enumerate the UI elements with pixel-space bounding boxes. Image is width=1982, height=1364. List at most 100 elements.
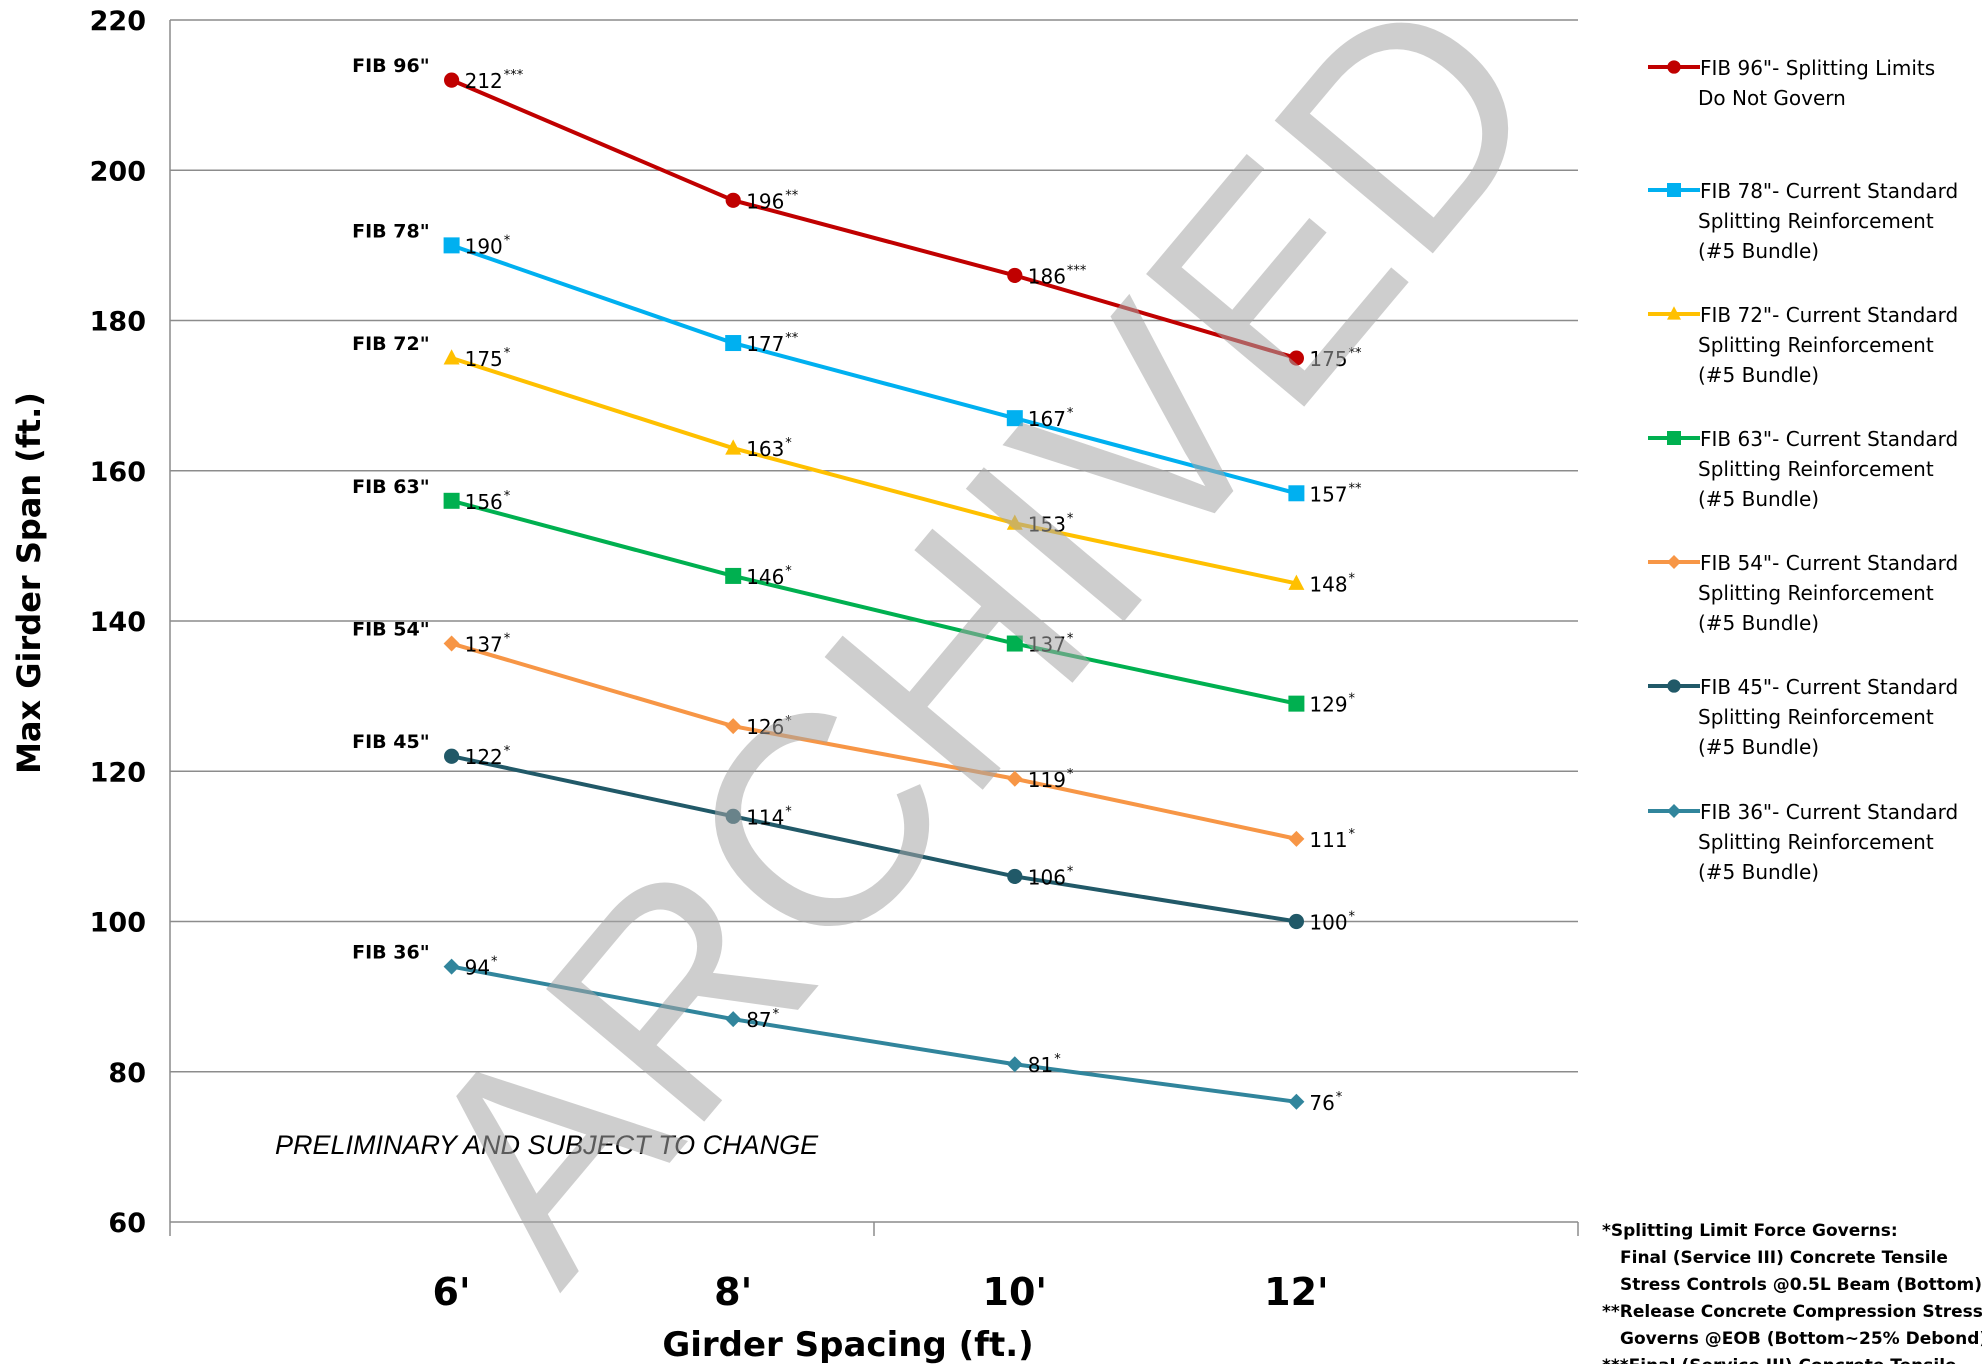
series-start-label: FIB 72"	[352, 333, 429, 355]
legend-item: FIB 63"- Current Standard Splitting Reinf…	[1648, 427, 1958, 511]
series-start-label: FIB 78"	[352, 220, 429, 242]
data-point	[725, 567, 742, 584]
data-label: 114	[746, 805, 784, 829]
data-label: 186	[1028, 264, 1066, 288]
series-line	[451, 754, 1297, 924]
data-label-note: *	[1336, 1090, 1343, 1105]
data-point	[1007, 868, 1023, 885]
legend-label: FIB 96"- Splitting Limits	[1700, 56, 1935, 80]
data-label-note: *	[785, 714, 792, 729]
legend-label: Splitting Reinforcement	[1698, 705, 1934, 729]
data-label-note: *	[504, 632, 511, 647]
data-label-note: *	[773, 1007, 780, 1022]
data-label-note: *	[504, 744, 511, 759]
footnote-line: **Release Concrete Compression Stress	[1602, 1302, 1982, 1322]
y-tick-label: 140	[90, 607, 146, 638]
series-start-label: FIB 36"	[352, 942, 429, 964]
data-label-note: ***	[1067, 263, 1087, 278]
legend-swatch-marker	[1667, 306, 1681, 320]
data-point	[1006, 514, 1023, 530]
data-label-note: ***	[504, 68, 524, 83]
data-point	[1288, 830, 1305, 847]
legend-label: Splitting Reinforcement	[1698, 830, 1934, 854]
data-label: 87	[746, 1008, 771, 1032]
data-label-note: **	[785, 188, 799, 203]
data-label-note: *	[1067, 406, 1074, 421]
data-label: 81	[1028, 1053, 1053, 1077]
legend-swatch-marker	[1667, 183, 1681, 197]
data-label-note: *	[785, 804, 792, 819]
y-tick-label: 200	[90, 156, 146, 187]
x-tick-label: 10'	[983, 1270, 1048, 1314]
data-label-note: *	[504, 346, 511, 361]
footnote-line: *Splitting Limit Force Governs:	[1602, 1221, 1898, 1241]
data-label: 163	[746, 437, 784, 461]
legend-label: Splitting Reinforcement	[1698, 209, 1934, 233]
x-tick-label: 8'	[714, 1270, 752, 1314]
footnote-line: Final (Service III) Concrete Tensile	[1620, 1248, 1948, 1268]
data-label: 175	[465, 347, 503, 371]
data-point	[1006, 770, 1023, 787]
data-label-note: **	[1349, 346, 1363, 361]
y-tick-label: 160	[90, 457, 146, 488]
legend-swatch-marker	[1667, 804, 1681, 818]
series-start-label: FIB 45"	[352, 731, 429, 753]
data-label-note: *	[1054, 1052, 1061, 1067]
data-point	[443, 237, 460, 254]
data-label: 119	[1028, 768, 1066, 792]
series-line	[451, 641, 1297, 841]
data-label: 146	[746, 565, 784, 589]
data-label-note: **	[1349, 481, 1363, 496]
data-point	[1288, 913, 1304, 930]
legend-item: FIB 96"- Splitting Limits Do Not Govern	[1648, 56, 1935, 110]
data-label-note: *	[1067, 864, 1074, 879]
data-point	[1006, 410, 1023, 427]
data-point	[725, 335, 742, 352]
data-point	[443, 635, 460, 652]
data-label: 76	[1309, 1091, 1334, 1115]
data-label-note: *	[1349, 827, 1356, 842]
data-label-note: *	[491, 955, 498, 970]
legend-label: (#5 Bundle)	[1698, 363, 1819, 387]
axes: 60 80 100 120 140 160 180 200 220 6' 8' 10' 12'	[90, 6, 1579, 1314]
data-labels: 212 ***196 **186 ***175 **FIB 96"190 *177 **16…	[352, 55, 1362, 1115]
data-point	[1288, 695, 1305, 712]
data-label: 122	[465, 745, 503, 769]
footnote-line: Governs @EOB (Bottom~25% Debond)	[1620, 1329, 1982, 1349]
series-start-label: FIB 54"	[352, 619, 429, 641]
legend-label: (#5 Bundle)	[1698, 735, 1819, 759]
data-label-note: *	[504, 489, 511, 504]
y-tick-label: 80	[108, 1058, 146, 1089]
data-label-note: *	[785, 436, 792, 451]
data-label: 153	[1028, 512, 1066, 536]
data-label-note: *	[785, 564, 792, 579]
data-label: 157	[1309, 482, 1347, 506]
y-axis-title: Max Girder Span (ft.)	[10, 392, 48, 774]
y-tick-label: 100	[90, 908, 146, 939]
legend-label: Splitting Reinforcement	[1698, 457, 1934, 481]
legend-item: FIB 72"- Current Standard Splitting Reinf…	[1648, 303, 1958, 387]
data-label: 94	[465, 956, 490, 980]
data-label: 175	[1309, 347, 1347, 371]
footnote-line: Stress Controls @0.5L Beam (Bottom)	[1620, 1275, 1982, 1295]
data-point	[443, 958, 460, 975]
legend-label: (#5 Bundle)	[1698, 860, 1819, 884]
data-point	[443, 492, 460, 509]
series-start-label: FIB 96"	[352, 55, 429, 77]
data-point	[443, 349, 460, 365]
data-point	[725, 808, 741, 824]
data-point	[1288, 574, 1305, 590]
legend-item: FIB 54"- Current Standard Splitting Reinf…	[1648, 551, 1958, 635]
legend-label: FIB 45"- Current Standard	[1700, 675, 1958, 699]
legend-label: (#5 Bundle)	[1698, 487, 1819, 511]
data-point	[725, 1011, 742, 1028]
series-line	[451, 498, 1297, 706]
data-point	[1288, 1093, 1305, 1110]
x-tick-label: 12'	[1264, 1270, 1329, 1314]
data-point	[1006, 1056, 1023, 1073]
legend-item: FIB 36"- Current Standard Splitting Reinf…	[1648, 800, 1958, 884]
legend-item: FIB 78"- Current Standard Splitting Reinf…	[1648, 179, 1958, 263]
legend-label: FIB 36"- Current Standard	[1700, 800, 1958, 824]
data-point	[1288, 485, 1305, 502]
